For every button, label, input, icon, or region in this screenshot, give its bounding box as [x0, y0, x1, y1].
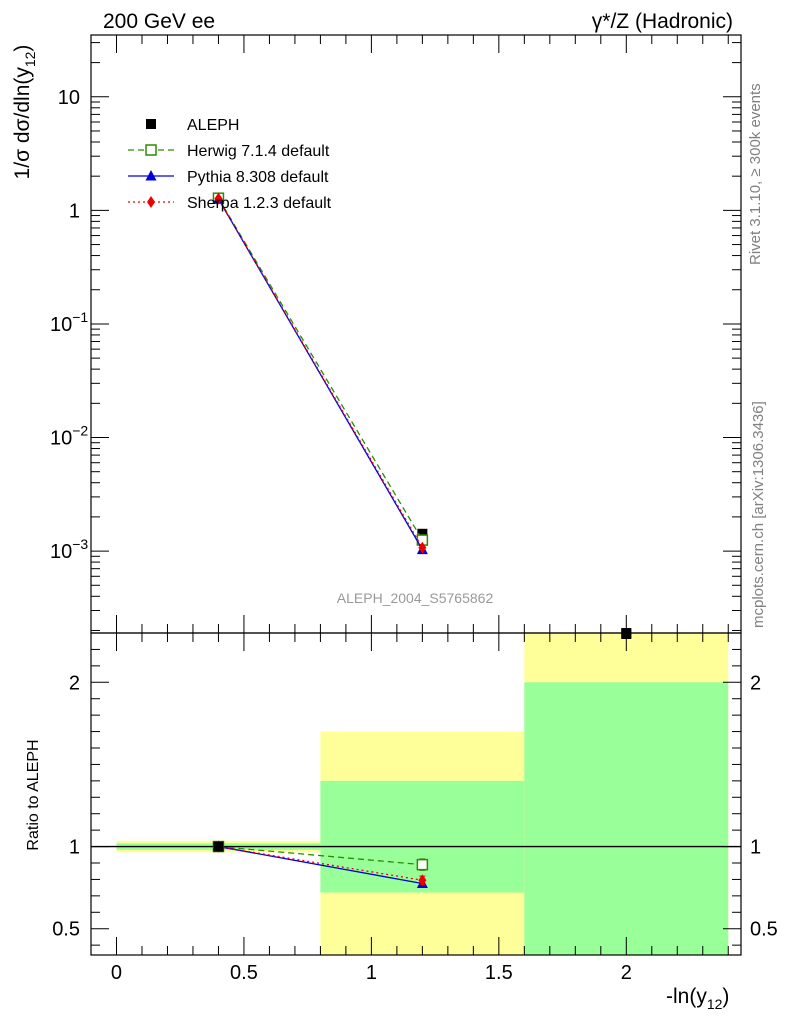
ratio-point-aleph: [213, 841, 224, 852]
x-axis-title: -ln(y12): [666, 985, 729, 1012]
ratio-plot-frame: [90, 632, 742, 956]
x-tick-label: 1: [366, 962, 377, 984]
x-tick-label: 1.5: [485, 962, 513, 984]
y-tick-label: 10−2: [50, 423, 88, 450]
series-line-3: [217, 198, 423, 549]
header-process-label: γ*/Z (Hadronic): [592, 10, 733, 33]
ratio-point: [416, 858, 429, 871]
y-tick-label: 10−3: [50, 536, 88, 563]
legend-entry-label: ALEPH: [187, 117, 239, 134]
ratio-tick-label: 1: [69, 837, 80, 859]
mcplots-label: mcplots.cern.ch [arXiv:1306.3436]: [750, 401, 767, 628]
ratio-tick-label-right: 2: [750, 672, 761, 694]
legend-entry-label: Sherpa 1.2.3 default: [187, 195, 332, 212]
svg-text:-ln(y12): -ln(y12): [666, 985, 729, 1012]
plot-frames: [90, 34, 742, 956]
ratio-tick-label-right: 1: [750, 837, 761, 859]
analysis-watermark: ALEPH_2004_S5765862: [337, 590, 494, 606]
y-tick-label: 10: [58, 87, 80, 109]
y-tick-label: 10−1: [50, 309, 88, 336]
data-point: [417, 528, 428, 539]
ratio-band-green-1: [320, 780, 525, 893]
x-tick-label: 0: [111, 962, 122, 984]
ratio-point: [418, 874, 427, 887]
ratio-tick-label: 0.5: [52, 919, 80, 941]
ratio-tick-label: 2: [69, 672, 80, 694]
series-line-2: [217, 198, 423, 550]
axis-ticks: 0 0.5 1 1.5 2 10 1 10−1 10−2 10−3 0.5 0.5 1 1 2 2: [50, 35, 778, 984]
legend-marker: [145, 170, 157, 181]
legend-entry-label: Herwig 7.1.4 default: [187, 143, 330, 160]
ratio-line-1: [218, 845, 423, 885]
x-tick-label: 2: [621, 962, 632, 984]
ratio-tick-label-right: 0.5: [750, 919, 778, 941]
legend-entry-label: Pythia 8.308 default: [187, 169, 329, 186]
x-tick-label: 0.5: [230, 962, 258, 984]
legend-marker: [147, 196, 155, 208]
header-energy-label: 200 GeV ee: [103, 10, 215, 33]
legend-marker: [146, 119, 156, 129]
rivet-label: Rivet 3.1.10, ≥ 300k events: [747, 83, 764, 265]
svg-text:1/σ dσ/dln(y12): 1/σ dσ/dln(y12): [11, 45, 38, 180]
data-point: [418, 541, 427, 554]
ratio-line-0: [218, 845, 423, 866]
legend-marker: [145, 144, 157, 156]
ratio-plot-series: [212, 629, 632, 889]
main-plot-series: [212, 192, 632, 638]
y-axis-title-bottom: Ratio to ALEPH: [25, 739, 42, 850]
legend: ALEPH Herwig 7.1.4 default Pythia 8.308 de…: [128, 117, 332, 212]
ratio-point-aleph: [621, 629, 632, 639]
y-tick-label: 1: [69, 200, 80, 222]
ratio-band-green-2: [524, 682, 729, 955]
series-line-1: [217, 197, 423, 541]
ratio-uncertainty-bands: [91, 633, 741, 955]
y-axis-title-top: 1/σ dσ/dln(y12): [11, 45, 38, 180]
data-point: [214, 192, 223, 205]
